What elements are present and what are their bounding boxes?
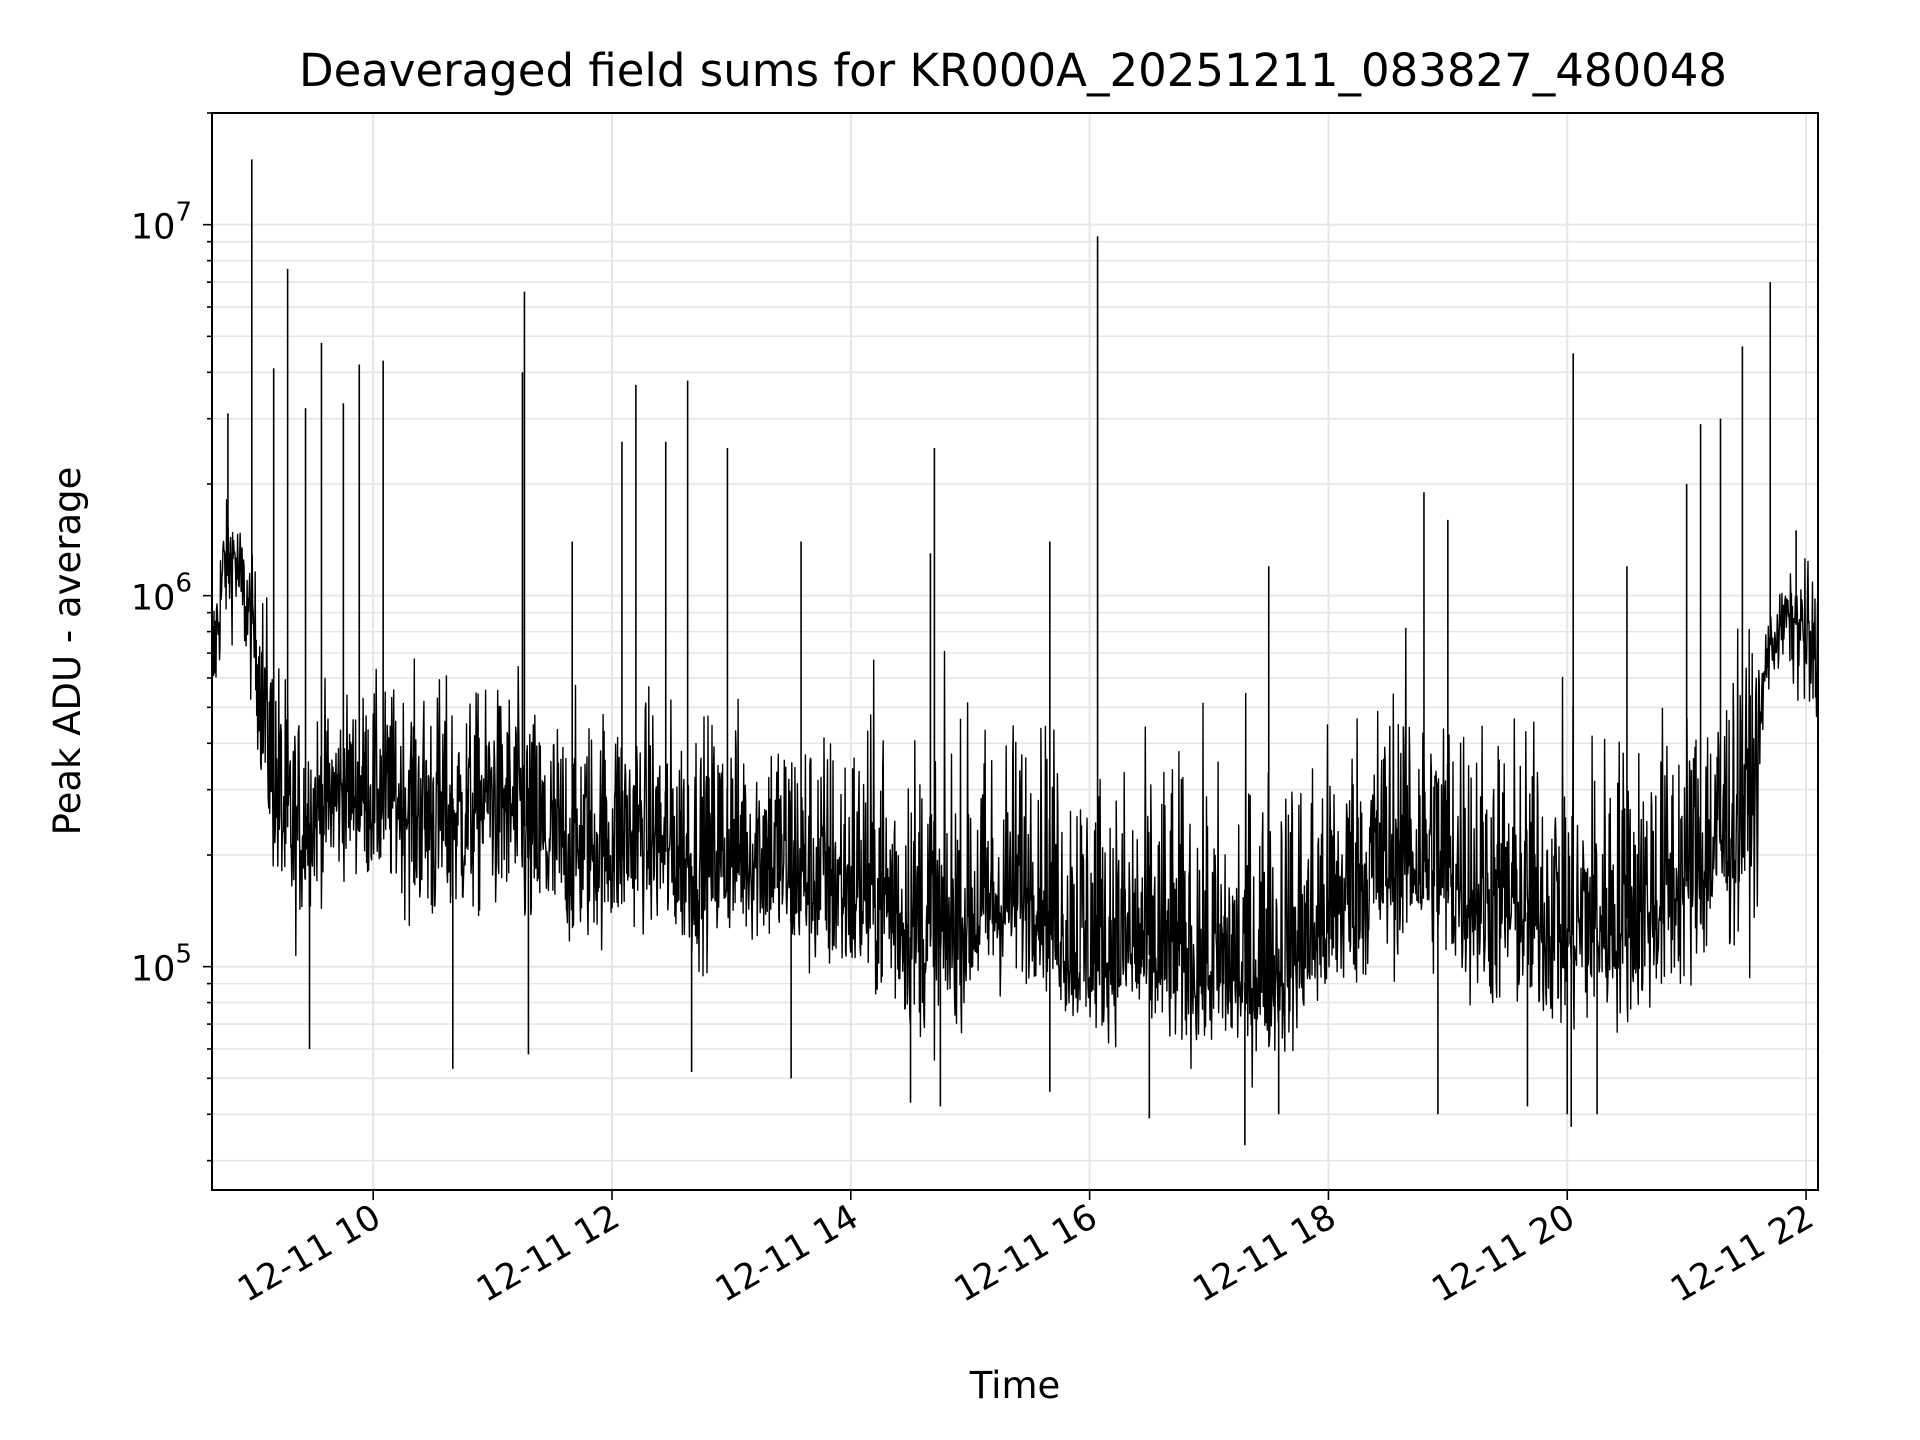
y-tick-label-exponent: 7 (175, 198, 192, 228)
y-axis-label: Peak ADU - average (46, 467, 89, 836)
y-tick-label-base: 10 (131, 950, 176, 990)
plot-frame (211, 112, 1819, 1191)
plot-area (212, 113, 1818, 1190)
y-tick-label: 105 (131, 940, 192, 990)
y-tick-label-base: 10 (131, 208, 176, 248)
y-tick-label-base: 10 (131, 579, 176, 619)
y-tick-label-exponent: 6 (175, 569, 192, 599)
chart-title: Deaveraged field sums for KR000A_2025121… (299, 44, 1727, 97)
x-axis-label: Time (969, 1364, 1061, 1407)
series-line (211, 499, 1819, 1088)
series-layer (211, 159, 1819, 1146)
y-tick-label-exponent: 5 (175, 940, 192, 970)
y-tick-label: 106 (131, 569, 192, 619)
y-tick-label: 107 (131, 198, 192, 248)
